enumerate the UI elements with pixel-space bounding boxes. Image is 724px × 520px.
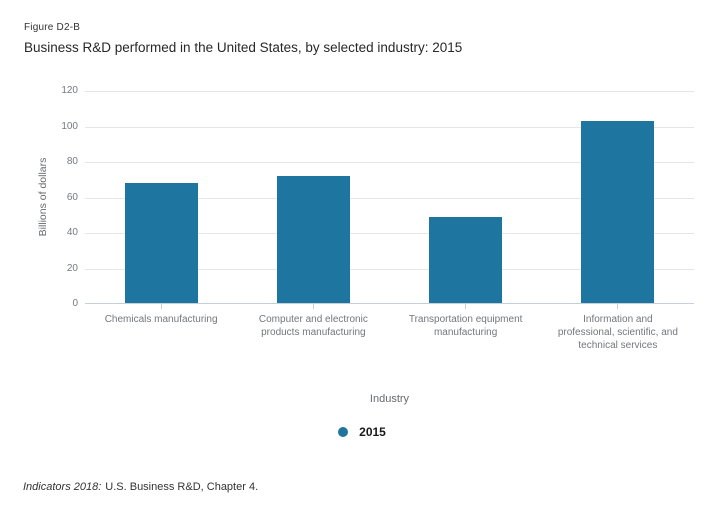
gridline-80: [85, 162, 694, 163]
legend-item-2015[interactable]: 2015: [338, 425, 386, 439]
bar-information-and-professional-scientific-and-technical-services: [581, 121, 655, 304]
bar-slot-1: [237, 91, 389, 304]
gridline-120: [85, 91, 694, 92]
source-note: Indicators 2018: U.S. Business R&D, Chapt…: [23, 481, 258, 493]
bar-slot-3: [542, 91, 694, 304]
bar-transportation-equipment-manufacturing: [429, 217, 503, 304]
gridline-60: [85, 197, 694, 199]
x-tick-mark-2: [465, 304, 467, 309]
gridline-100: [85, 126, 694, 128]
plot-area: [85, 91, 694, 304]
legend-label: 2015: [359, 425, 386, 439]
x-category-label-0: Chemicals manufacturing: [104, 314, 218, 325]
y-tick-label-20: 20: [66, 262, 78, 274]
x-category-cell-2: Transportation equipment manufacturing: [390, 304, 542, 352]
gridline-20: [85, 268, 694, 270]
x-category-label-2: Transportation equipment manufacturing: [408, 314, 523, 338]
figure-label: Figure D2-B: [24, 22, 81, 33]
gridline-40: [85, 233, 694, 234]
x-category-cell-1: Computer and electronic products manufac…: [237, 304, 389, 352]
x-tick-mark-0: [160, 304, 162, 309]
chart-title: Business R&D performed in the United Sta…: [24, 40, 463, 55]
y-tick-label-120: 120: [61, 85, 78, 96]
y-axis-tick-labels: 0 20 40 60 80 100 120: [36, 85, 78, 309]
y-tick-label-80: 80: [66, 156, 78, 167]
y-tick-label-100: 100: [61, 120, 78, 132]
x-axis-line: [85, 303, 694, 304]
bars-layer: [85, 91, 694, 304]
bar-slot-0: [85, 91, 237, 304]
x-category-cell-3: Information and professional, scientific…: [542, 304, 694, 352]
bar-slot-2: [390, 91, 542, 304]
x-axis-category-labels: Chemicals manufacturing Computer and elec…: [85, 304, 694, 352]
x-category-label-3: Information and professional, scientific…: [557, 314, 678, 351]
y-tick-label-0: 0: [72, 298, 78, 309]
source-note-italic: Indicators 2018:: [23, 481, 102, 493]
bar-computer-and-electronic-products-manufacturing: [276, 176, 350, 304]
y-tick-label-40: 40: [66, 227, 78, 238]
x-axis-title: Industry: [369, 393, 410, 405]
x-tick-mark-3: [617, 304, 619, 309]
bar-chemicals-manufacturing: [124, 183, 198, 304]
y-tick-label-60: 60: [66, 191, 78, 203]
x-category-label-1: Computer and electronic products manufac…: [258, 314, 368, 338]
x-tick-mark-1: [312, 304, 314, 309]
x-category-cell-0: Chemicals manufacturing: [85, 304, 237, 352]
source-note-rest: U.S. Business R&D, Chapter 4.: [105, 481, 259, 493]
legend: 2015: [0, 425, 724, 439]
legend-marker-icon: [338, 427, 349, 437]
